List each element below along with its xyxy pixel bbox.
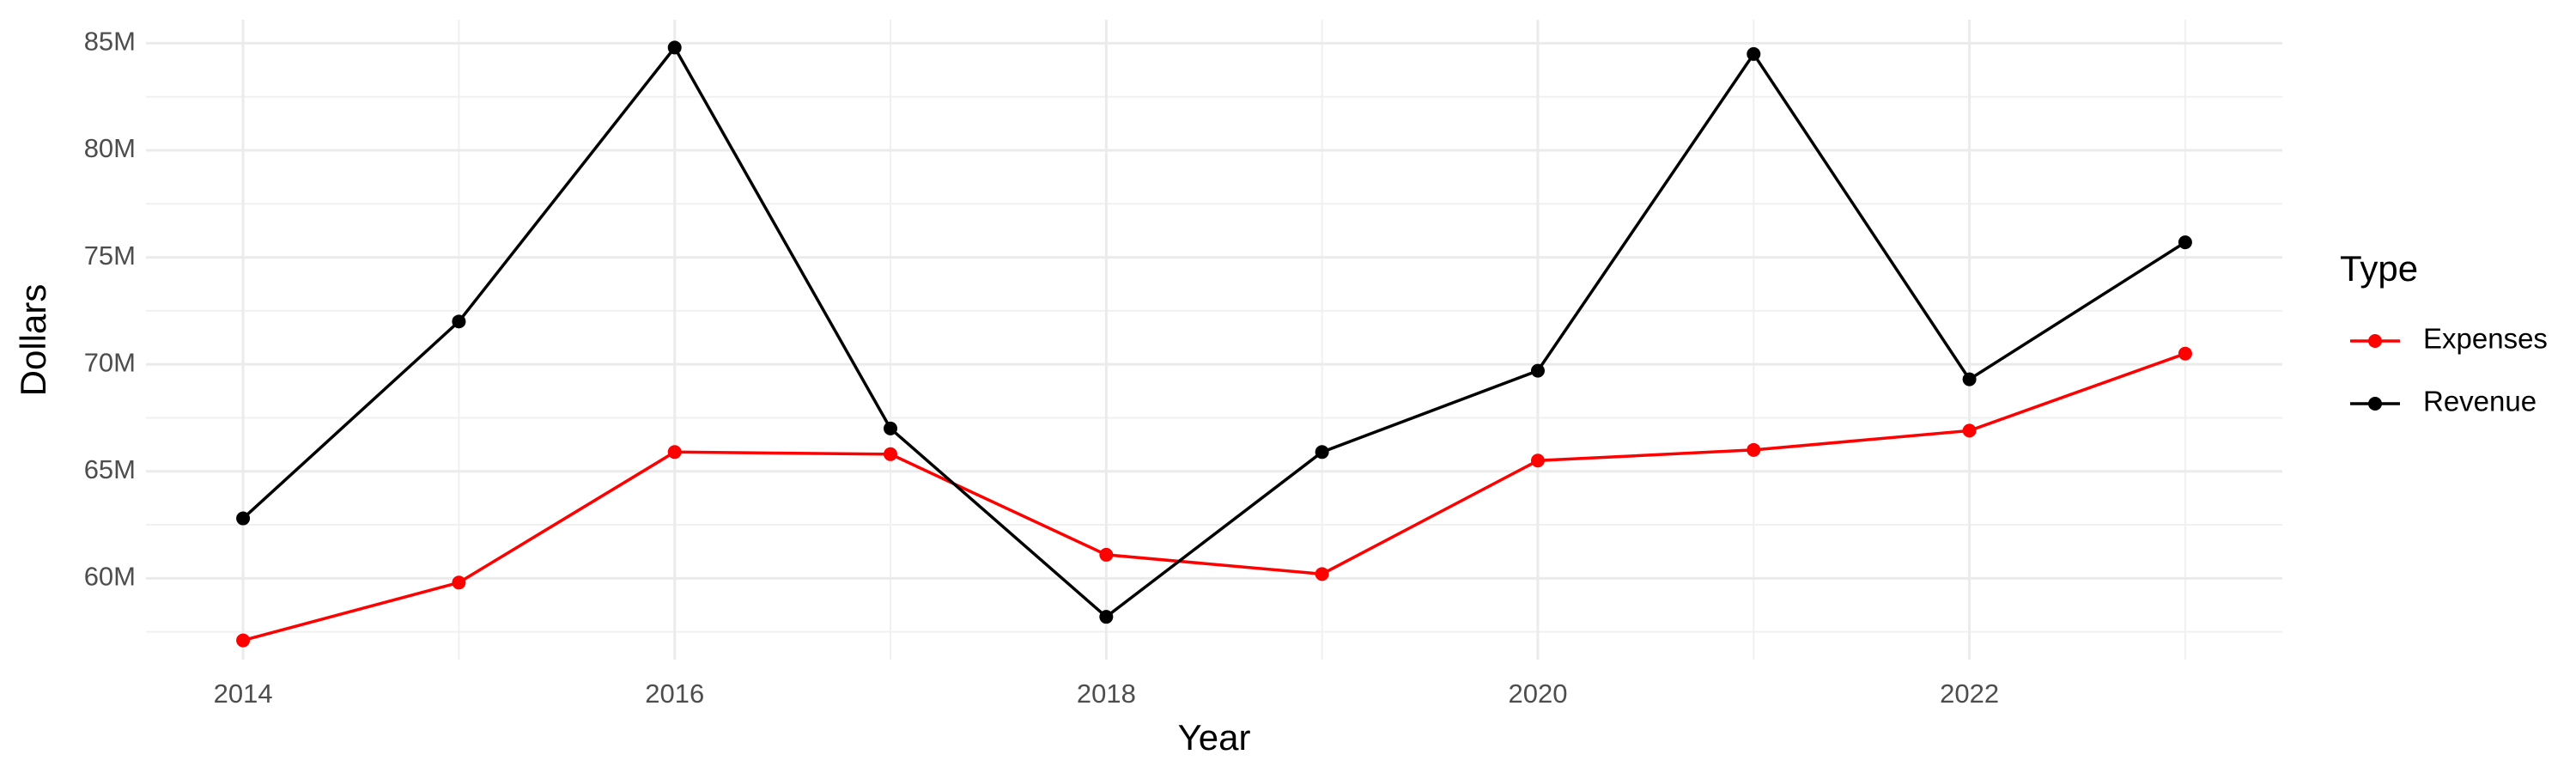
y-tick-label: 65M — [84, 454, 136, 484]
legend-title: Type — [2340, 248, 2418, 289]
data-point — [1099, 610, 1114, 624]
data-point — [884, 447, 898, 461]
legend-label: Expenses — [2423, 323, 2548, 355]
data-point — [452, 314, 466, 329]
data-point — [236, 633, 251, 648]
legend-label: Revenue — [2423, 386, 2537, 417]
data-point — [1530, 453, 1545, 468]
x-tick-label: 2020 — [1508, 679, 1567, 709]
x-axis-title: Year — [1178, 717, 1251, 758]
data-point — [1962, 423, 1977, 438]
x-tick-label: 2018 — [1077, 679, 1136, 709]
y-tick-label: 85M — [84, 27, 136, 57]
data-point — [884, 421, 898, 435]
y-tick-label: 80M — [84, 133, 136, 163]
x-tick-label: 2022 — [1940, 679, 1999, 709]
data-point — [1962, 372, 1977, 386]
data-point — [667, 445, 682, 460]
y-tick-label: 60M — [84, 562, 136, 592]
x-tick-label: 2016 — [645, 679, 704, 709]
data-point — [1315, 567, 1329, 581]
legend-marker — [2368, 397, 2382, 411]
y-tick-label: 70M — [84, 347, 136, 377]
data-point — [452, 575, 466, 590]
data-point — [2178, 346, 2192, 361]
data-point — [1099, 547, 1114, 562]
data-point — [236, 511, 251, 526]
series-line — [242, 352, 2186, 642]
data-point — [2178, 235, 2192, 250]
data-point — [1315, 445, 1329, 460]
data-point — [1530, 363, 1545, 378]
y-axis-title: Dollars — [13, 284, 53, 397]
y-tick-label: 75M — [84, 240, 136, 271]
series-line — [241, 45, 2186, 619]
legend-marker — [2368, 334, 2382, 348]
data-point — [1747, 46, 1761, 61]
x-tick-label: 2014 — [214, 679, 273, 709]
data-point — [667, 40, 682, 55]
data-point — [1747, 442, 1761, 457]
